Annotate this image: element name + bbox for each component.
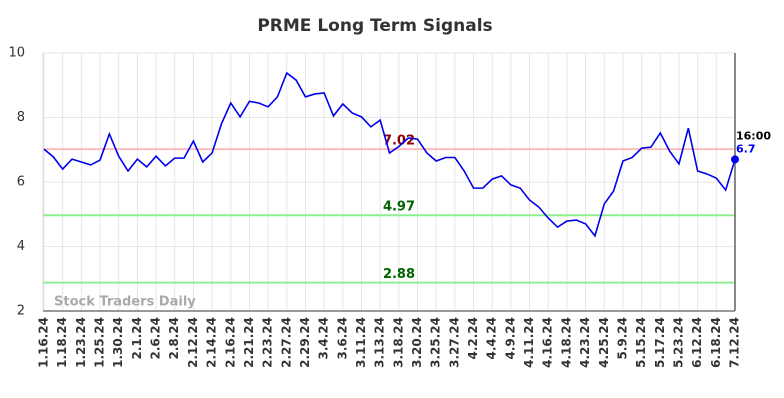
x-tick-label: 5.17.24 — [653, 317, 667, 368]
last-point — [731, 155, 739, 164]
x-tick-label: 2.1.24 — [130, 317, 144, 360]
x-tick-label: 4.11.24 — [522, 317, 536, 368]
x-tick-label: 4.4.24 — [485, 317, 499, 360]
x-tick-label: 3.6.24 — [335, 317, 349, 360]
x-tick-label: 3.20.24 — [410, 317, 424, 368]
x-tick-label: 1.25.24 — [93, 317, 107, 368]
y-tick-label: 2 — [17, 304, 25, 319]
x-tick-label: 2.14.24 — [205, 317, 219, 368]
x-tick-label: 1.30.24 — [111, 317, 125, 368]
x-tick-label: 4.23.24 — [578, 317, 592, 368]
price-line — [43, 71, 736, 238]
y-tick-label: 4 — [17, 239, 25, 254]
y-tick-label: 10 — [8, 46, 25, 61]
signal-label: 2.88 — [383, 267, 415, 282]
x-tick-label: 3.27.24 — [447, 317, 461, 368]
x-tick-label: 1.16.24 — [37, 317, 51, 368]
x-tick-label: 5.23.24 — [671, 317, 685, 368]
x-tick-label: 6.12.24 — [690, 317, 704, 368]
last-value: 6.7 — [736, 142, 756, 155]
x-tick-label: 5.9.24 — [615, 317, 629, 360]
x-tick-label: 2.27.24 — [279, 317, 293, 368]
x-tick-label: 5.15.24 — [634, 317, 648, 368]
x-tick-label: 4.25.24 — [597, 317, 611, 368]
x-tick-label: 4.9.24 — [503, 317, 517, 360]
x-tick-label: 4.16.24 — [541, 317, 555, 368]
x-tick-label: 4.2.24 — [466, 317, 480, 360]
chart-title: PRME Long Term Signals — [257, 16, 492, 36]
x-tick-label: 2.29.24 — [298, 317, 312, 368]
watermark: Stock Traders Daily — [54, 295, 196, 310]
x-tick-label: 7.12.24 — [728, 317, 742, 368]
x-tick-label: 2.21.24 — [242, 317, 256, 368]
y-tick-label: 6 — [17, 175, 25, 190]
x-tick-label: 2.23.24 — [261, 317, 275, 368]
last-time: 16:00 — [736, 129, 771, 142]
x-tick-label: 3.25.24 — [429, 317, 443, 368]
x-tick-label: 3.18.24 — [391, 317, 405, 368]
x-tick-label: 3.11.24 — [354, 317, 368, 368]
x-tick-label: 3.13.24 — [373, 317, 387, 368]
x-tick-label: 6.18.24 — [709, 317, 723, 368]
signal-label: 4.97 — [383, 200, 415, 215]
x-tick-label: 2.8.24 — [167, 317, 181, 360]
x-tick-label: 3.4.24 — [317, 317, 331, 360]
x-tick-label: 2.12.24 — [186, 317, 200, 368]
signal-label: 7.02 — [383, 134, 415, 149]
y-tick-label: 8 — [17, 110, 25, 125]
x-tick-label: 2.16.24 — [223, 317, 237, 368]
x-tick-label: 2.6.24 — [149, 317, 163, 360]
x-tick-label: 1.18.24 — [55, 317, 69, 368]
x-tick-label: 1.23.24 — [74, 317, 88, 368]
x-tick-label: 4.18.24 — [559, 317, 573, 368]
